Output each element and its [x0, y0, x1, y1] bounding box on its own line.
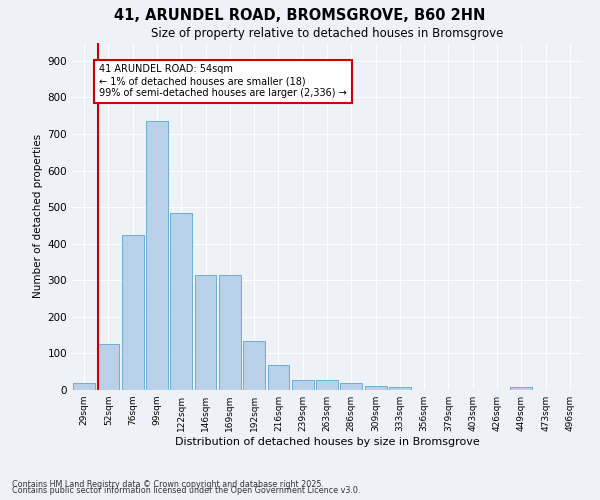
- Y-axis label: Number of detached properties: Number of detached properties: [34, 134, 43, 298]
- Bar: [389, 387, 411, 390]
- Bar: [268, 365, 289, 390]
- Text: Contains public sector information licensed under the Open Government Licence v3: Contains public sector information licen…: [12, 486, 361, 495]
- Bar: [243, 340, 265, 390]
- Text: 41 ARUNDEL ROAD: 54sqm
← 1% of detached houses are smaller (18)
99% of semi-deta: 41 ARUNDEL ROAD: 54sqm ← 1% of detached …: [99, 64, 347, 98]
- Bar: [73, 384, 95, 390]
- Bar: [122, 234, 143, 390]
- Bar: [219, 275, 241, 390]
- Text: Contains HM Land Registry data © Crown copyright and database right 2025.: Contains HM Land Registry data © Crown c…: [12, 480, 324, 489]
- Text: 41, ARUNDEL ROAD, BROMSGROVE, B60 2HN: 41, ARUNDEL ROAD, BROMSGROVE, B60 2HN: [115, 8, 485, 22]
- Bar: [194, 275, 217, 390]
- X-axis label: Distribution of detached houses by size in Bromsgrove: Distribution of detached houses by size …: [175, 437, 479, 447]
- Bar: [316, 380, 338, 390]
- Bar: [97, 344, 119, 390]
- Title: Size of property relative to detached houses in Bromsgrove: Size of property relative to detached ho…: [151, 27, 503, 40]
- Bar: [365, 386, 386, 390]
- Bar: [170, 212, 192, 390]
- Bar: [146, 121, 168, 390]
- Bar: [292, 380, 314, 390]
- Bar: [511, 387, 532, 390]
- Bar: [340, 384, 362, 390]
